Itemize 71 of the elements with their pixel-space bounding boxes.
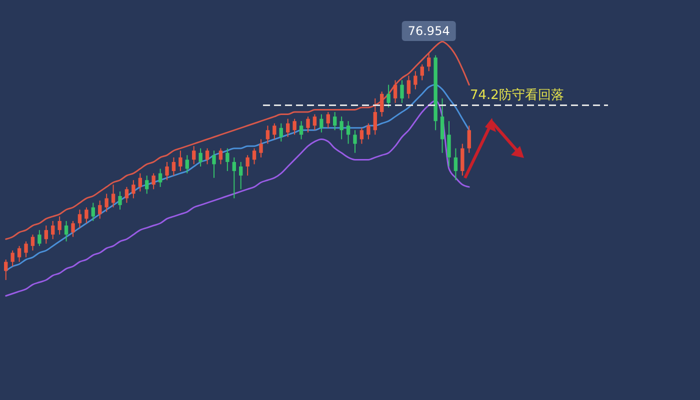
candlestick	[98, 200, 102, 220]
candlestick	[38, 230, 42, 246]
candlestick	[226, 148, 230, 172]
candlestick	[346, 120, 350, 144]
candlestick	[312, 114, 317, 131]
candlestick	[111, 184, 116, 208]
candlestick	[51, 220, 55, 240]
ref-line-label: 74.2防守看回落	[470, 88, 564, 104]
candlestick	[71, 220, 75, 238]
candlestick	[64, 220, 68, 242]
candlestick	[172, 156, 176, 176]
candlestick	[44, 225, 48, 244]
candlestick	[292, 118, 296, 136]
candlestick	[353, 130, 357, 154]
candlestick	[198, 148, 202, 167]
candlestick	[158, 168, 162, 188]
candlestick	[4, 259, 8, 280]
candlestick	[386, 84, 390, 108]
candlestick	[286, 118, 290, 138]
candlestick	[326, 112, 330, 128]
candlestick	[232, 156, 236, 199]
candlestick	[145, 175, 149, 194]
candlestick	[24, 240, 28, 258]
candlestick	[58, 216, 62, 236]
candlestick	[124, 186, 129, 204]
candlestick	[91, 202, 95, 222]
candlestick	[218, 148, 223, 165]
candlestick	[185, 154, 189, 174]
candlestick	[104, 193, 108, 212]
candlestick	[205, 148, 210, 165]
candlestick	[454, 148, 458, 181]
candlestick	[420, 64, 424, 81]
candlestick	[118, 190, 122, 210]
candlestick	[306, 116, 310, 133]
candlestick	[366, 122, 370, 140]
candlestick	[252, 148, 256, 165]
candlestick	[152, 172, 156, 190]
candlestick	[467, 125, 471, 154]
candlestick	[333, 112, 337, 131]
annotation: 76.954	[408, 24, 450, 38]
candlestick	[373, 98, 377, 136]
candlestick	[17, 245, 22, 262]
candlestick	[259, 138, 263, 158]
candlestick	[192, 146, 196, 165]
candlestick	[360, 127, 364, 144]
candlestick	[440, 98, 444, 154]
candlestick	[400, 80, 404, 104]
candlestick	[279, 122, 283, 142]
candlestick	[380, 91, 384, 118]
candlestick	[266, 125, 270, 144]
candlestick	[132, 180, 136, 199]
candlestick	[340, 116, 344, 140]
candlestick	[406, 75, 411, 99]
candlestick	[165, 161, 169, 181]
candlestick	[414, 70, 418, 90]
candlestick	[246, 154, 250, 176]
candlestick	[78, 209, 82, 228]
candlestick	[393, 80, 398, 104]
candlestick	[320, 114, 324, 133]
candlestick	[10, 250, 14, 267]
candlestick	[299, 120, 304, 140]
candlestick	[84, 206, 88, 224]
candlestick	[447, 120, 451, 167]
candlestick	[427, 52, 431, 72]
candlestick	[272, 122, 276, 140]
candlestick	[138, 172, 142, 192]
candlestick	[212, 150, 216, 178]
candlestick	[239, 161, 243, 190]
candlestick	[30, 234, 35, 251]
candlestick	[178, 150, 182, 172]
candlestick	[460, 143, 464, 176]
